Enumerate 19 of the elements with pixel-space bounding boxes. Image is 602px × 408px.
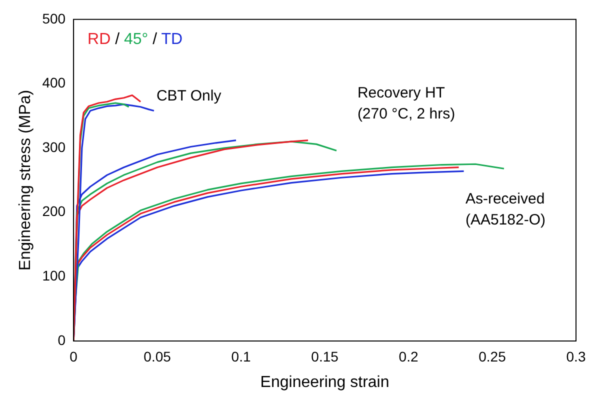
annotation: As-received (AA5182-O) [465, 190, 546, 229]
x-tick-label: 0.25 [478, 348, 506, 364]
x-axis-title: Engineering strain [260, 374, 390, 391]
y-tick-label: 300 [42, 138, 66, 155]
annotation: Recovery HT (270 °C, 2 hrs) [357, 84, 456, 123]
y-tick-label: 100 [42, 268, 66, 284]
y-tick-label: 400 [42, 74, 66, 91]
x-tick-label: 0.15 [311, 348, 339, 364]
y-tick-label: 200 [42, 203, 66, 220]
y-tick-label: 500 [42, 10, 66, 26]
x-tick-label: 0.3 [566, 348, 586, 364]
x-tick-label: 0.05 [144, 348, 172, 364]
x-tick-label: 0.1 [231, 348, 251, 364]
x-tick-label: 0 [70, 348, 78, 364]
y-tick-label: 0 [58, 332, 66, 348]
legend-title: RD / 45° / TD [88, 30, 183, 48]
y-axis-title: Engineering stress (MPa) [17, 90, 34, 270]
x-tick-label: 0.2 [398, 348, 418, 364]
annotation: CBT Only [156, 88, 222, 105]
